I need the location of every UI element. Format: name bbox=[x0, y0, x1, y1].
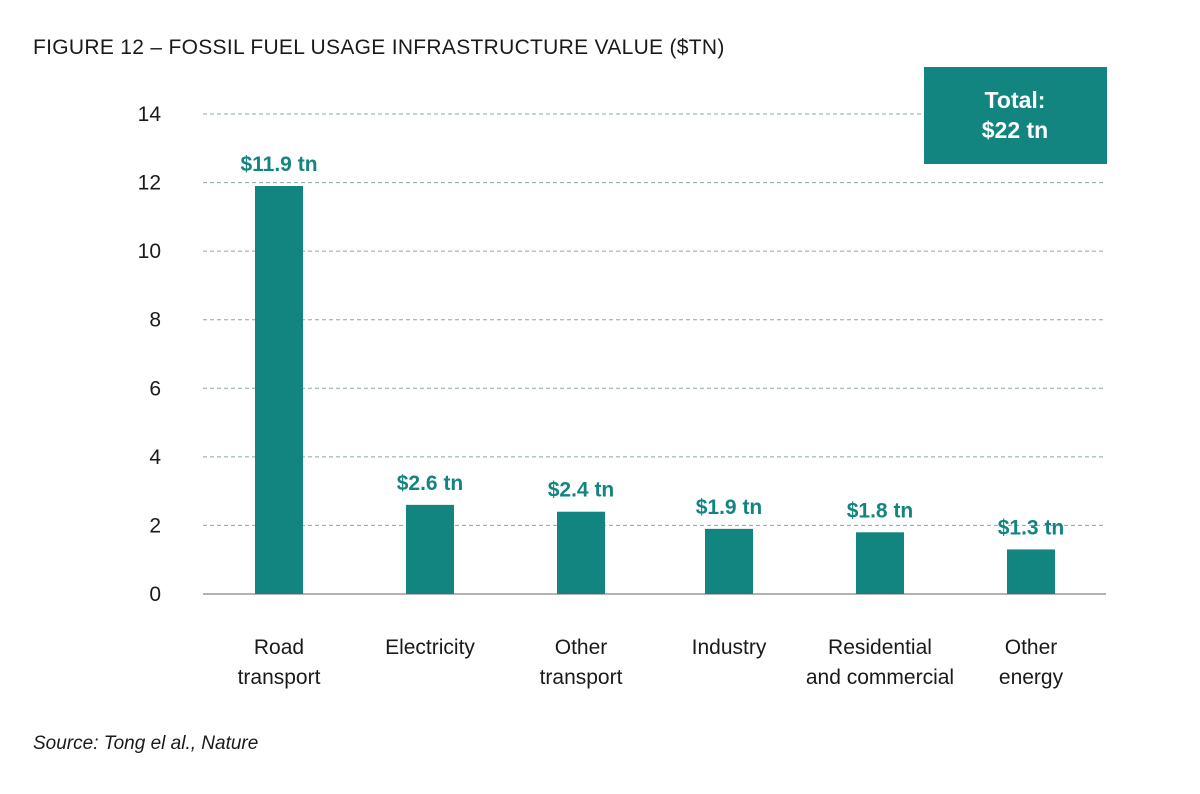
x-category-label: energy bbox=[999, 666, 1064, 689]
y-tick-label: 0 bbox=[149, 583, 161, 606]
data-label: $1.3 tn bbox=[998, 516, 1065, 539]
bar-chart: 0 2 4 6 8 10 12 14 $11.9 tn Road transport $2.6 tn… bbox=[138, 67, 1107, 689]
x-category-label: Road bbox=[254, 636, 304, 659]
source-note: Source: Tong el al., Nature bbox=[33, 733, 259, 754]
y-tick-label: 8 bbox=[149, 309, 161, 332]
total-annotation-text: $22 tn bbox=[982, 117, 1048, 143]
y-tick-label: 2 bbox=[149, 514, 161, 537]
bar bbox=[406, 504, 454, 594]
y-tick-label: 6 bbox=[149, 377, 161, 400]
y-tick-label: 10 bbox=[138, 240, 161, 263]
data-label: $1.8 tn bbox=[847, 499, 914, 522]
data-label: $2.4 tn bbox=[548, 479, 615, 502]
label-layer: $11.9 tn Road transport $2.6 tn Electricity $… bbox=[238, 153, 1065, 689]
x-category-label: Residential bbox=[828, 636, 932, 659]
x-category-label: transport bbox=[238, 666, 321, 689]
bar bbox=[705, 528, 753, 594]
data-label: $1.9 tn bbox=[696, 496, 763, 519]
total-annotation-text: Total: bbox=[985, 87, 1046, 113]
grid-layer: 0 2 4 6 8 10 12 14 bbox=[138, 103, 1106, 606]
data-label: $11.9 tn bbox=[240, 153, 317, 176]
bar bbox=[557, 511, 605, 594]
y-tick-label: 12 bbox=[138, 172, 161, 195]
y-tick-label: 4 bbox=[149, 446, 161, 469]
y-tick-label: 14 bbox=[138, 103, 162, 126]
total-box-background bbox=[924, 67, 1107, 164]
x-category-label: Other bbox=[555, 636, 608, 659]
figure-title: FIGURE 12 – FOSSIL FUEL USAGE INFRASTRUC… bbox=[33, 36, 725, 59]
bar-layer bbox=[255, 186, 1055, 594]
data-label: $2.6 tn bbox=[397, 472, 464, 495]
bar bbox=[1007, 549, 1055, 594]
bar bbox=[255, 186, 303, 594]
bar bbox=[856, 532, 904, 594]
total-annotation: Total: $22 tn bbox=[924, 67, 1107, 164]
x-category-label: Other bbox=[1005, 636, 1058, 659]
x-category-label: Industry bbox=[692, 636, 767, 659]
x-category-label: and commercial bbox=[806, 666, 954, 689]
x-category-label: Electricity bbox=[385, 636, 475, 659]
x-category-label: transport bbox=[540, 666, 623, 689]
